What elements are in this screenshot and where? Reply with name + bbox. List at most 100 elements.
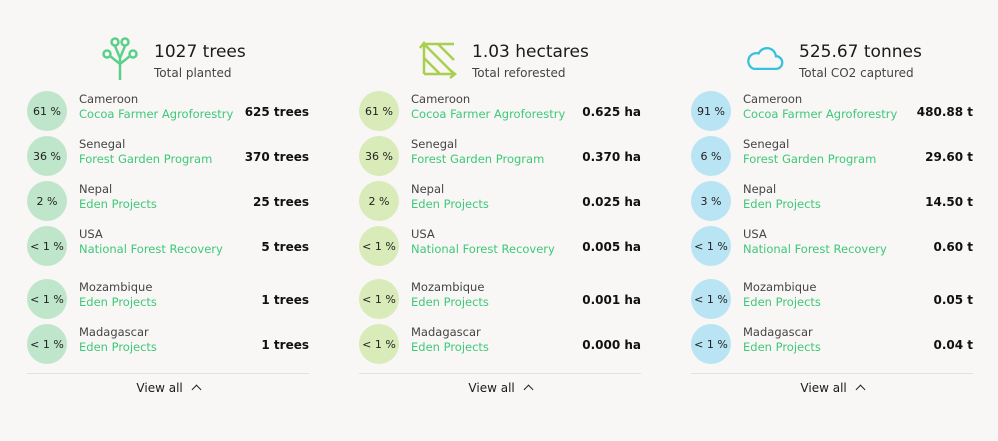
- row-value: 0.60 t: [933, 240, 973, 254]
- list-item: 3 % Nepal Eden Projects 14.50 t: [691, 181, 973, 223]
- list-item: < 1 % Madagascar Eden Projects 1 trees: [27, 324, 309, 366]
- stat-header: 1.03 hectares Total reforested: [418, 36, 589, 84]
- project-link[interactable]: Forest Garden Program: [79, 152, 213, 166]
- percent-badge: < 1 %: [691, 324, 731, 364]
- view-all-button[interactable]: View all: [27, 381, 309, 395]
- row-value: 480.88 t: [916, 105, 973, 119]
- country-label: Cameroon: [411, 92, 471, 106]
- row-value: 1 trees: [261, 338, 309, 352]
- list-item: 36 % Senegal Forest Garden Program 0.370 ha: [359, 136, 641, 178]
- view-all-button[interactable]: View all: [359, 381, 641, 395]
- row-value: 0.005 ha: [582, 240, 641, 254]
- percent-badge: 61 %: [359, 91, 399, 131]
- list-item: < 1 % USA National Forest Recovery 5 trees: [27, 226, 309, 268]
- country-label: Nepal: [79, 182, 113, 196]
- divider: [359, 373, 641, 374]
- stat-subtitle: Total CO2 captured: [799, 65, 914, 80]
- list-item: < 1 % USA National Forest Recovery 0.005 ha: [359, 226, 641, 268]
- country-label: Mozambique: [79, 280, 153, 294]
- project-link[interactable]: Forest Garden Program: [743, 152, 877, 166]
- stat-total: 1027 trees: [154, 41, 246, 62]
- project-link[interactable]: National Forest Recovery: [411, 242, 555, 256]
- percent-badge: 2 %: [27, 181, 67, 221]
- percent-badge: 3 %: [691, 181, 731, 221]
- project-link[interactable]: Eden Projects: [743, 340, 821, 354]
- percent-badge: 2 %: [359, 181, 399, 221]
- country-label: Mozambique: [411, 280, 485, 294]
- stat-subtitle: Total planted: [154, 65, 232, 80]
- chevron-up-icon: [191, 384, 202, 395]
- list-item: 61 % Cameroon Cocoa Farmer Agroforestry 0.6…: [359, 91, 641, 133]
- list-item: < 1 % Madagascar Eden Projects 0.000 ha: [359, 324, 641, 366]
- stat-subtitle: Total reforested: [472, 65, 566, 80]
- row-value: 1 trees: [261, 293, 309, 307]
- project-link[interactable]: National Forest Recovery: [743, 242, 887, 256]
- row-value: 0.025 ha: [582, 195, 641, 209]
- country-label: Madagascar: [79, 325, 149, 339]
- sprout-icon: [100, 36, 154, 84]
- percent-badge: < 1 %: [359, 226, 399, 266]
- percent-badge: < 1 %: [27, 226, 67, 266]
- country-label: Senegal: [79, 137, 126, 151]
- list-item: 61 % Cameroon Cocoa Farmer Agroforestry 625…: [27, 91, 309, 133]
- row-value: 625 trees: [244, 105, 309, 119]
- list-item: 2 % Nepal Eden Projects 25 trees: [27, 181, 309, 223]
- project-link[interactable]: Cocoa Farmer Agroforestry: [411, 107, 566, 121]
- country-label: USA: [411, 227, 435, 241]
- percent-badge: 91 %: [691, 91, 731, 131]
- view-all-button[interactable]: View all: [691, 381, 973, 395]
- divider: [27, 373, 309, 374]
- area-expand-icon: [418, 36, 472, 84]
- percent-badge: 36 %: [27, 136, 67, 176]
- view-all-label: View all: [800, 381, 847, 395]
- view-all-label: View all: [136, 381, 183, 395]
- project-link[interactable]: Eden Projects: [411, 295, 489, 309]
- row-value: 0.001 ha: [582, 293, 641, 307]
- percent-badge: 6 %: [691, 136, 731, 176]
- percent-badge: < 1 %: [359, 279, 399, 319]
- country-label: Mozambique: [743, 280, 817, 294]
- project-link[interactable]: Eden Projects: [79, 197, 157, 211]
- percent-badge: < 1 %: [27, 279, 67, 319]
- list-item: < 1 % Mozambique Eden Projects 0.001 ha: [359, 279, 641, 321]
- list-item: 2 % Nepal Eden Projects 0.025 ha: [359, 181, 641, 223]
- chevron-up-icon: [523, 384, 534, 395]
- percent-badge: 61 %: [27, 91, 67, 131]
- row-value: 0.000 ha: [582, 338, 641, 352]
- country-label: Cameroon: [79, 92, 139, 106]
- project-link[interactable]: Eden Projects: [79, 295, 157, 309]
- list-item: < 1 % Madagascar Eden Projects 0.04 t: [691, 324, 973, 366]
- project-link[interactable]: National Forest Recovery: [79, 242, 223, 256]
- list-item: 6 % Senegal Forest Garden Program 29.60 t: [691, 136, 973, 178]
- row-value: 0.370 ha: [582, 150, 641, 164]
- percent-badge: < 1 %: [359, 324, 399, 364]
- project-link[interactable]: Eden Projects: [411, 197, 489, 211]
- stat-total: 1.03 hectares: [472, 41, 589, 62]
- country-label: Nepal: [743, 182, 777, 196]
- view-all-label: View all: [468, 381, 515, 395]
- country-label: Madagascar: [411, 325, 481, 339]
- percent-badge: < 1 %: [691, 226, 731, 266]
- row-value: 5 trees: [261, 240, 309, 254]
- cloud-icon: [745, 36, 799, 84]
- country-label: Nepal: [411, 182, 445, 196]
- country-label: USA: [743, 227, 767, 241]
- row-value: 14.50 t: [925, 195, 973, 209]
- project-link[interactable]: Cocoa Farmer Agroforestry: [743, 107, 898, 121]
- stat-total: 525.67 tonnes: [799, 41, 922, 62]
- project-link[interactable]: Cocoa Farmer Agroforestry: [79, 107, 234, 121]
- list-item: < 1 % Mozambique Eden Projects 0.05 t: [691, 279, 973, 321]
- country-label: Senegal: [743, 137, 790, 151]
- row-value: 0.625 ha: [582, 105, 641, 119]
- project-link[interactable]: Eden Projects: [743, 295, 821, 309]
- list-item: < 1 % USA National Forest Recovery 0.60 t: [691, 226, 973, 268]
- project-link[interactable]: Forest Garden Program: [411, 152, 545, 166]
- stat-header: 525.67 tonnes Total CO2 captured: [745, 36, 922, 84]
- country-label: Madagascar: [743, 325, 813, 339]
- country-label: Cameroon: [743, 92, 803, 106]
- project-link[interactable]: Eden Projects: [743, 197, 821, 211]
- project-link[interactable]: Eden Projects: [79, 340, 157, 354]
- country-label: USA: [79, 227, 103, 241]
- percent-badge: < 1 %: [691, 279, 731, 319]
- project-link[interactable]: Eden Projects: [411, 340, 489, 354]
